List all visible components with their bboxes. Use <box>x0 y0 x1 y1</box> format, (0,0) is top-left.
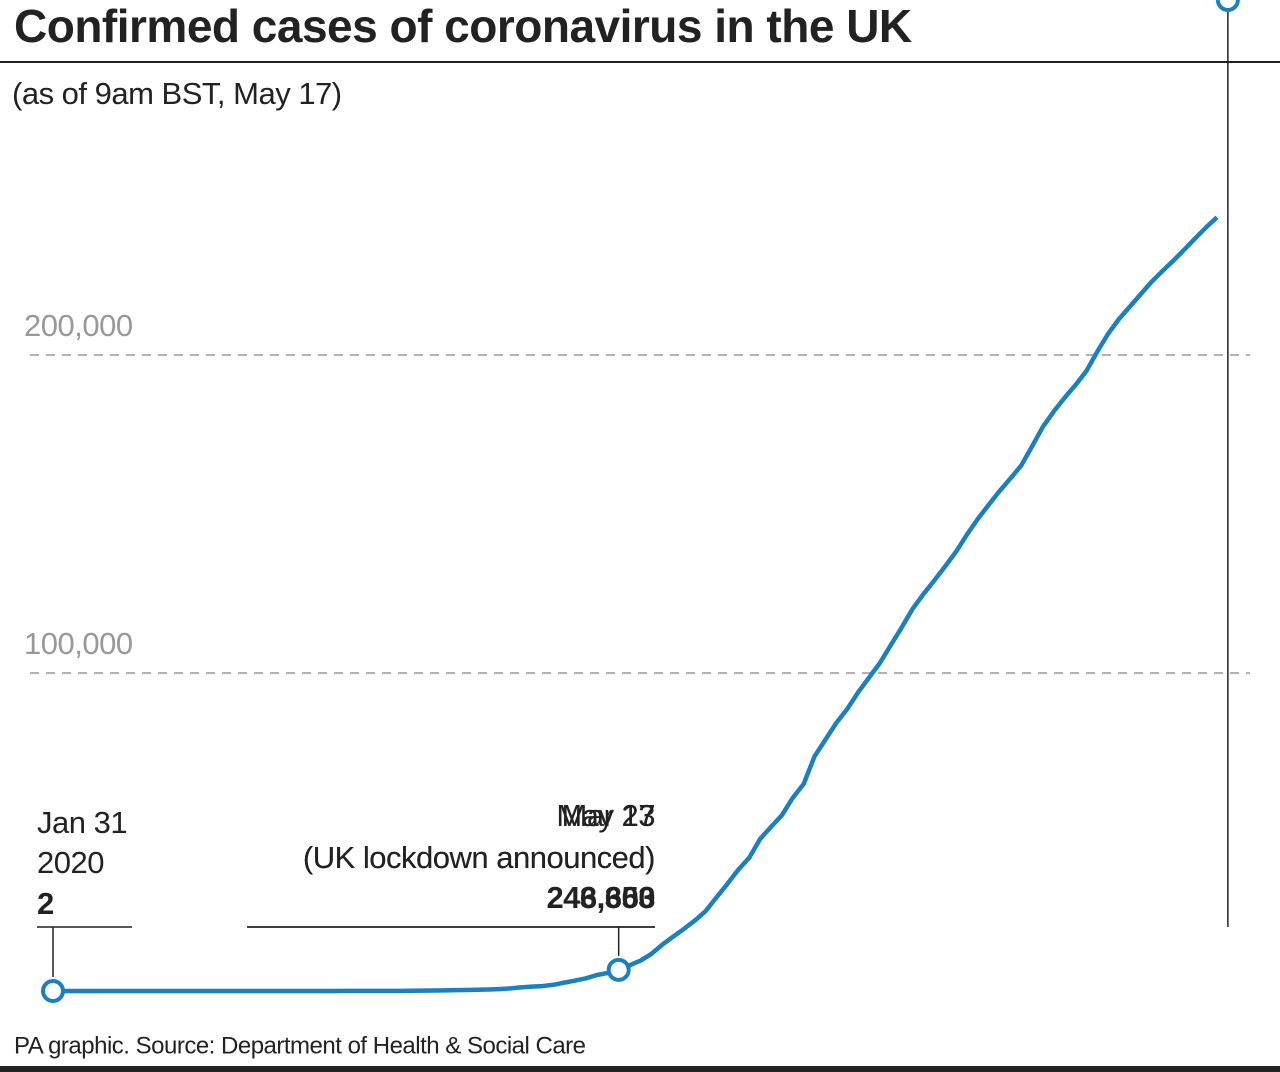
chart-title: Confirmed cases of coronavirus in the UK <box>14 0 912 52</box>
point-note: (UK lockdown announced) <box>303 840 655 875</box>
y-tick-label: 200,000 <box>24 308 133 343</box>
point-date: May 17 <box>556 798 655 833</box>
point-date: Mar 23 <box>562 798 655 833</box>
point-year: 2020 <box>37 845 104 880</box>
subtitle: (as of 9am BST, May 17) <box>12 76 342 111</box>
point-note: (UK lockdown announced) <box>303 840 655 875</box>
data-line <box>53 215 1219 994</box>
point-marker <box>606 957 631 982</box>
point-date: Jan 31 <box>37 805 127 840</box>
bottom-rule <box>0 1066 1280 1072</box>
point-marker <box>1215 0 1240 12</box>
point-value: 6,650 <box>580 880 655 915</box>
point-value: 2 <box>37 886 54 921</box>
y-tick-label: 100,000 <box>24 626 133 661</box>
point-value: 243,303 <box>546 880 655 915</box>
source: PA graphic. Source: Department of Health… <box>14 1032 586 1059</box>
point-marker <box>41 978 65 1003</box>
